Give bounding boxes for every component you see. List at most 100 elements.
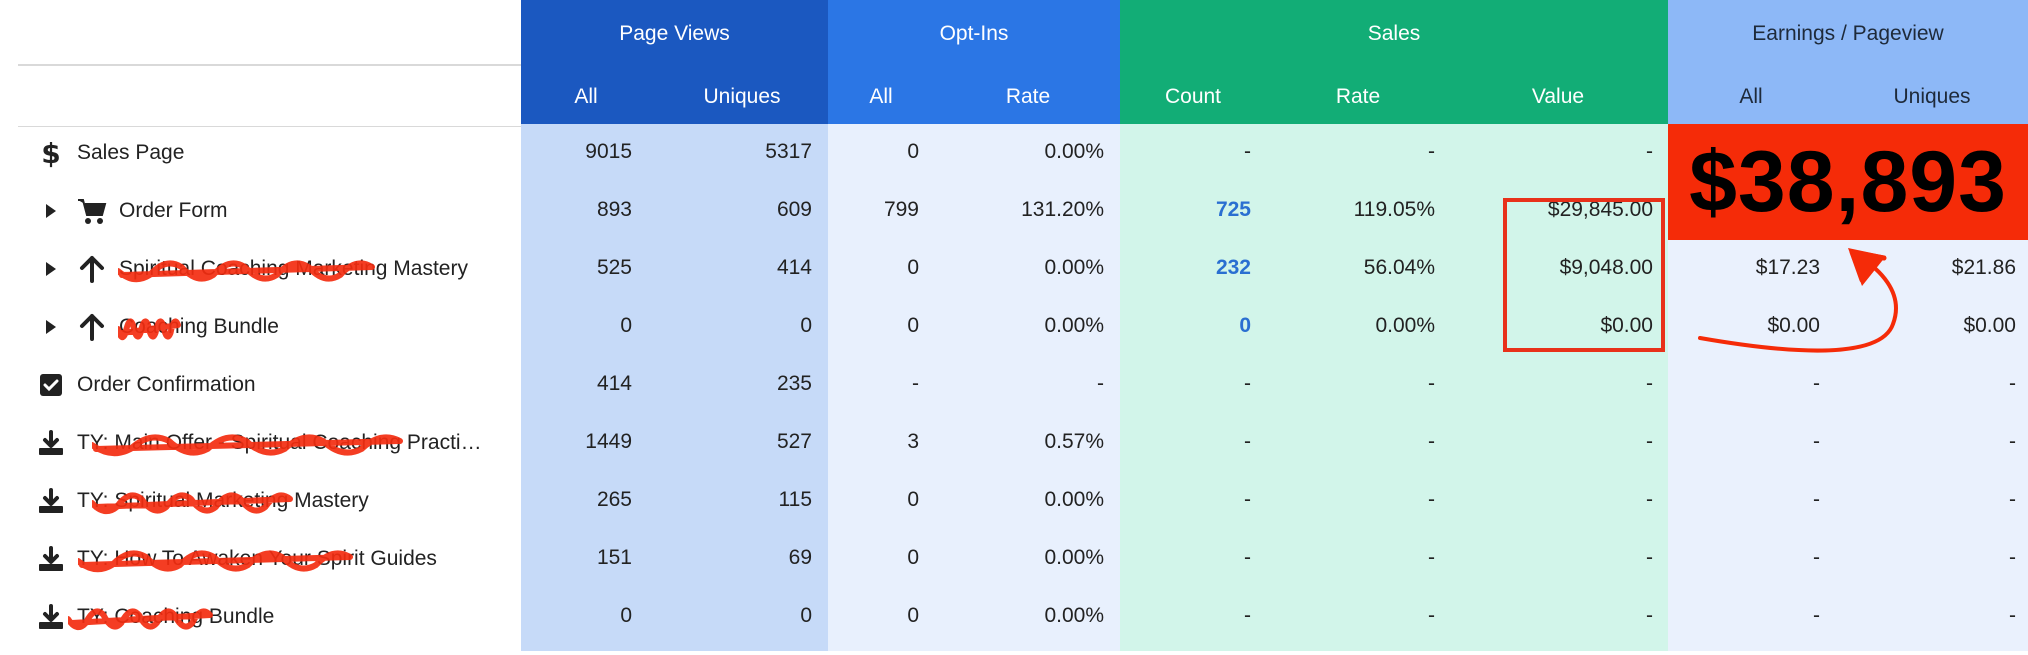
subheader-s-rate[interactable]: Rate bbox=[1335, 85, 1381, 108]
cell-s-rate: - bbox=[1428, 430, 1435, 453]
sales-column bbox=[1120, 124, 1668, 651]
subheader-pv-uniques[interactable]: Uniques bbox=[703, 85, 781, 108]
total-earnings-highlight: $38,893 bbox=[1668, 124, 2028, 240]
arrow-up-icon bbox=[77, 254, 107, 284]
header-divider-top bbox=[18, 64, 521, 66]
cell-s-count: - bbox=[1244, 430, 1251, 453]
total-earnings-value: $38,893 bbox=[1689, 133, 2007, 230]
cell-e-uniques: - bbox=[2009, 546, 2016, 569]
arrow-up-icon bbox=[77, 312, 107, 342]
row-label[interactable]: TY: How To Awaken Your Spirit Guides bbox=[77, 547, 437, 570]
cell-s-count: - bbox=[1244, 488, 1251, 511]
row-label[interactable]: Spiritual Coaching Marketing Mastery bbox=[119, 257, 468, 280]
cell-s-rate: - bbox=[1428, 488, 1435, 511]
subheader-s-value[interactable]: Value bbox=[1531, 85, 1585, 108]
header-earnings: Earnings / Pageview bbox=[1668, 0, 2028, 124]
cell-pv-all: 0 bbox=[620, 604, 632, 627]
cell-oi-all: 0 bbox=[907, 604, 919, 627]
cell-pv-all: 265 bbox=[596, 488, 632, 511]
header-sales-label: Sales bbox=[1367, 22, 1421, 45]
cell-e-uniques: - bbox=[2009, 430, 2016, 453]
cell-oi-rate: 0.00% bbox=[1044, 546, 1104, 569]
cell-oi-all: 0 bbox=[907, 488, 919, 511]
cart-icon bbox=[77, 196, 107, 226]
opt-ins-column bbox=[828, 124, 1120, 651]
cell-oi-all: 0 bbox=[907, 256, 919, 279]
row-label[interactable]: Order Confirmation bbox=[77, 373, 256, 396]
expand-caret-icon[interactable] bbox=[36, 196, 66, 226]
cell-oi-rate: 0.00% bbox=[1044, 604, 1104, 627]
cell-e-all: - bbox=[1813, 604, 1820, 627]
expand-caret-icon[interactable] bbox=[36, 312, 66, 342]
cell-pv-uniques: 235 bbox=[776, 372, 812, 395]
cell-pv-uniques: 0 bbox=[800, 604, 812, 627]
cell-pv-uniques: 69 bbox=[788, 546, 812, 569]
value-highlight-box bbox=[1503, 198, 1665, 352]
cell-s-count[interactable]: 0 bbox=[1239, 314, 1251, 337]
cell-s-count[interactable]: 725 bbox=[1215, 198, 1251, 221]
header-earnings-label: Earnings / Pageview bbox=[1752, 22, 1944, 45]
cell-s-count: - bbox=[1244, 140, 1251, 163]
subheader-e-uniques[interactable]: Uniques bbox=[1893, 85, 1971, 108]
cell-s-rate: - bbox=[1428, 546, 1435, 569]
cell-oi-rate: 0.00% bbox=[1044, 488, 1104, 511]
row-label[interactable]: TY: Spiritual Marketing Mastery bbox=[77, 489, 369, 512]
cell-oi-all: 3 bbox=[907, 430, 919, 453]
page-views-column bbox=[521, 124, 828, 651]
subheader-e-all[interactable]: All bbox=[1739, 85, 1763, 108]
cell-s-rate: - bbox=[1428, 372, 1435, 395]
cell-pv-all: 893 bbox=[596, 198, 632, 221]
header-divider-bottom bbox=[18, 126, 521, 127]
cell-s-value: $9,048.00 bbox=[1559, 256, 1653, 279]
cell-s-value: $29,845.00 bbox=[1547, 198, 1653, 221]
cell-pv-uniques: 527 bbox=[776, 430, 812, 453]
cell-pv-uniques: 5317 bbox=[765, 140, 812, 163]
subheader-oi-rate[interactable]: Rate bbox=[1005, 85, 1051, 108]
expand-caret-icon[interactable] bbox=[36, 254, 66, 284]
cell-oi-rate: 0.00% bbox=[1044, 140, 1104, 163]
cell-e-all: $0.00 bbox=[1767, 314, 1820, 337]
header-opt-ins-label: Opt-Ins bbox=[939, 22, 1009, 45]
cell-oi-rate: 131.20% bbox=[1021, 198, 1104, 221]
row-label[interactable]: Coaching Bundle bbox=[119, 315, 279, 338]
cell-s-value: - bbox=[1646, 372, 1653, 395]
cell-oi-all: 0 bbox=[907, 314, 919, 337]
cell-oi-all: 0 bbox=[907, 546, 919, 569]
cell-s-rate: 119.05% bbox=[1353, 198, 1435, 221]
cell-s-value: - bbox=[1646, 604, 1653, 627]
cell-e-all: - bbox=[1813, 372, 1820, 395]
cell-oi-rate: 0.00% bbox=[1044, 256, 1104, 279]
cell-s-count: - bbox=[1244, 604, 1251, 627]
row-label[interactable]: TY: Main Offer - Spiritual Coaching Prac… bbox=[77, 431, 482, 454]
cell-e-all: - bbox=[1813, 430, 1820, 453]
cell-e-all: - bbox=[1813, 546, 1820, 569]
cell-pv-uniques: 609 bbox=[776, 198, 812, 221]
cell-oi-all: 799 bbox=[883, 198, 919, 221]
row-label[interactable]: TY: Coaching Bundle bbox=[77, 605, 275, 628]
cell-pv-uniques: 414 bbox=[776, 256, 812, 279]
cell-oi-rate: 0.57% bbox=[1044, 430, 1104, 453]
header-sales: Sales bbox=[1120, 0, 1668, 124]
download-icon bbox=[36, 544, 66, 574]
cell-pv-all: 525 bbox=[596, 256, 632, 279]
row-label[interactable]: Sales Page bbox=[77, 141, 185, 164]
cell-pv-all: 0 bbox=[620, 314, 632, 337]
cell-s-count[interactable]: 232 bbox=[1215, 256, 1251, 279]
cell-e-uniques: - bbox=[2009, 604, 2016, 627]
subheader-pv-all[interactable]: All bbox=[574, 85, 598, 108]
row-label[interactable]: Order Form bbox=[119, 199, 228, 222]
cell-s-rate: 56.04% bbox=[1363, 256, 1435, 279]
header-opt-ins: Opt-Ins bbox=[828, 0, 1120, 124]
cell-s-value: - bbox=[1646, 488, 1653, 511]
cell-e-uniques: $21.86 bbox=[1951, 256, 2016, 279]
dollar-icon: $ bbox=[36, 138, 66, 168]
checkbox-icon bbox=[36, 370, 66, 400]
header-page-views-label: Page Views bbox=[619, 22, 730, 45]
cell-oi-all: 0 bbox=[907, 140, 919, 163]
cell-pv-all: 1449 bbox=[585, 430, 632, 453]
subheader-s-count[interactable]: Count bbox=[1164, 85, 1222, 108]
subheader-oi-all[interactable]: All bbox=[869, 85, 893, 108]
cell-s-rate: - bbox=[1428, 604, 1435, 627]
cell-pv-uniques: 0 bbox=[800, 314, 812, 337]
cell-pv-all: 414 bbox=[596, 372, 632, 395]
